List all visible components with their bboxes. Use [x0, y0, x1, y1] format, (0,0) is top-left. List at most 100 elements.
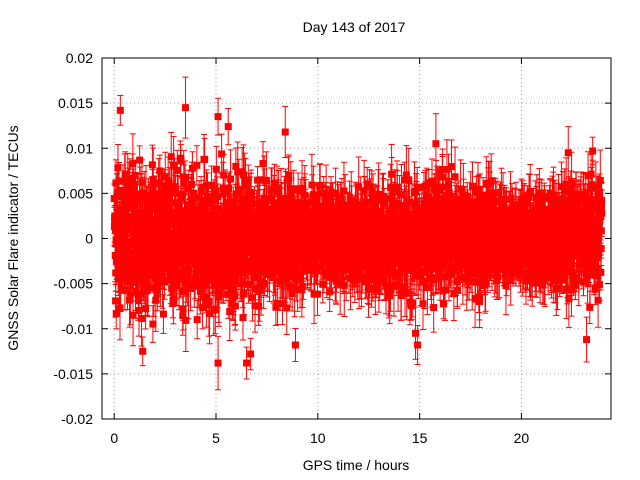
data-point — [284, 272, 292, 280]
data-point — [114, 210, 122, 218]
data-point — [182, 207, 190, 215]
data-point — [189, 189, 197, 197]
data-point — [262, 259, 270, 267]
data-point — [207, 181, 215, 189]
data-point — [161, 182, 169, 190]
data-point — [272, 264, 280, 272]
data-point — [153, 287, 161, 295]
data-point — [319, 280, 327, 288]
data-point — [174, 203, 182, 211]
data-point — [259, 160, 267, 168]
data-point — [272, 224, 280, 232]
data-point — [219, 219, 227, 227]
data-point — [283, 304, 291, 312]
data-point — [138, 315, 146, 323]
data-point — [268, 187, 276, 195]
data-point — [167, 188, 175, 196]
data-point — [206, 310, 214, 318]
data-point — [121, 170, 129, 178]
data-point — [215, 293, 223, 301]
data-point — [211, 186, 219, 194]
data-point — [148, 161, 156, 169]
data-point — [112, 297, 120, 305]
data-point — [277, 194, 285, 202]
data-point — [304, 266, 312, 274]
data-point — [251, 255, 259, 263]
data-point — [126, 290, 134, 298]
data-point — [294, 276, 302, 284]
data-point — [182, 316, 190, 324]
data-point — [147, 242, 155, 250]
data-point — [166, 230, 174, 238]
data-point — [115, 177, 123, 185]
data-point — [137, 249, 145, 257]
data-point — [240, 290, 248, 298]
data-point — [190, 282, 198, 290]
data-point — [226, 199, 234, 207]
data-point — [285, 255, 293, 263]
data-point — [219, 241, 227, 249]
data-point — [291, 284, 299, 292]
data-point — [239, 314, 247, 322]
data-point — [242, 182, 250, 190]
data-point — [271, 179, 279, 187]
data-point — [225, 232, 233, 240]
data-point — [312, 227, 320, 235]
data-point — [272, 303, 280, 311]
data-point — [255, 302, 263, 310]
data-point — [193, 316, 201, 324]
data-point — [207, 258, 215, 266]
data-point — [139, 266, 147, 274]
data-point — [118, 228, 126, 236]
data-point — [171, 189, 179, 197]
data-point — [256, 287, 264, 295]
data-point — [180, 179, 188, 187]
data-point — [248, 294, 256, 302]
data-point — [260, 280, 268, 288]
data-point — [200, 281, 208, 289]
data-point — [156, 201, 164, 209]
data-point — [206, 211, 214, 219]
data-point — [311, 197, 319, 205]
data-point — [278, 262, 286, 270]
data-point — [214, 275, 222, 283]
data-point — [260, 195, 268, 203]
data-point — [170, 162, 178, 170]
data-point — [199, 209, 207, 217]
data-point — [129, 275, 137, 283]
data-point — [282, 267, 290, 275]
data-point — [220, 210, 228, 218]
data-point — [212, 165, 220, 173]
data-point — [178, 269, 186, 277]
data-point — [316, 181, 324, 189]
data-point — [161, 278, 169, 286]
data-point — [178, 191, 186, 199]
data-point — [171, 184, 179, 192]
data-point — [234, 168, 242, 176]
data-point — [313, 290, 321, 298]
data-point — [131, 171, 139, 179]
data-point — [167, 153, 175, 161]
data-point — [146, 272, 154, 280]
data-point — [280, 275, 288, 283]
data-point — [290, 185, 298, 193]
data-point — [202, 274, 210, 282]
data-point — [298, 184, 306, 192]
data-point — [116, 305, 124, 313]
data-point — [204, 193, 212, 201]
data-point — [156, 167, 164, 175]
data-point — [172, 282, 180, 290]
data-point — [138, 178, 146, 186]
data-point — [159, 310, 167, 318]
data-point — [247, 195, 255, 203]
data-point — [155, 179, 163, 187]
data-point — [251, 284, 259, 292]
data-point — [309, 191, 317, 199]
data-point — [265, 267, 273, 275]
data-point — [298, 286, 306, 294]
data-point — [129, 160, 137, 168]
data-point — [231, 220, 239, 228]
data-point — [149, 320, 157, 328]
data-point — [241, 252, 249, 260]
